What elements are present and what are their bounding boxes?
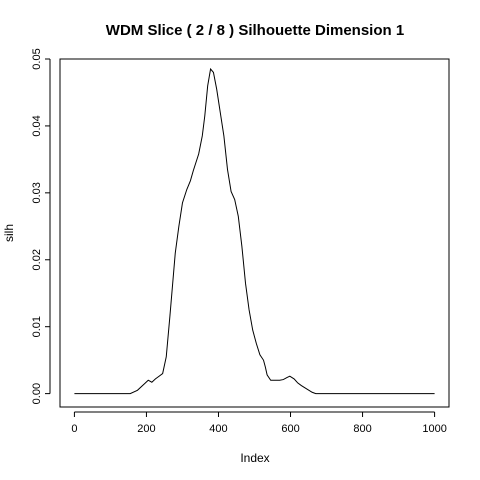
x-tick-label: 0: [71, 423, 77, 435]
silhouette-series-line: [74, 67, 435, 395]
chart-title: WDM Slice ( 2 / 8 ) Silhouette Dimension…: [106, 22, 404, 39]
x-tick-label: 800: [353, 423, 371, 435]
y-tick-label: 0.03: [31, 182, 43, 203]
y-tick-label: 0.01: [31, 316, 43, 337]
x-axis: 0 200 400 600 800 1000: [71, 411, 447, 435]
y-tick-label: 0.00: [31, 383, 43, 404]
x-axis-label: Index: [240, 451, 269, 465]
y-axis-label: silh: [2, 224, 16, 242]
x-tick-label: 600: [281, 423, 299, 435]
y-tick-label: 0.04: [31, 115, 43, 136]
x-tick-label: 200: [137, 423, 155, 435]
plot-frame: [59, 58, 450, 408]
y-tick-label: 0.02: [31, 249, 43, 270]
x-tick-label: 1000: [422, 423, 446, 435]
x-tick-label: 400: [209, 423, 227, 435]
y-tick-label: 0.05: [31, 48, 43, 69]
y-axis: 0.00 0.01 0.02 0.03 0.04 0.05: [31, 48, 51, 404]
